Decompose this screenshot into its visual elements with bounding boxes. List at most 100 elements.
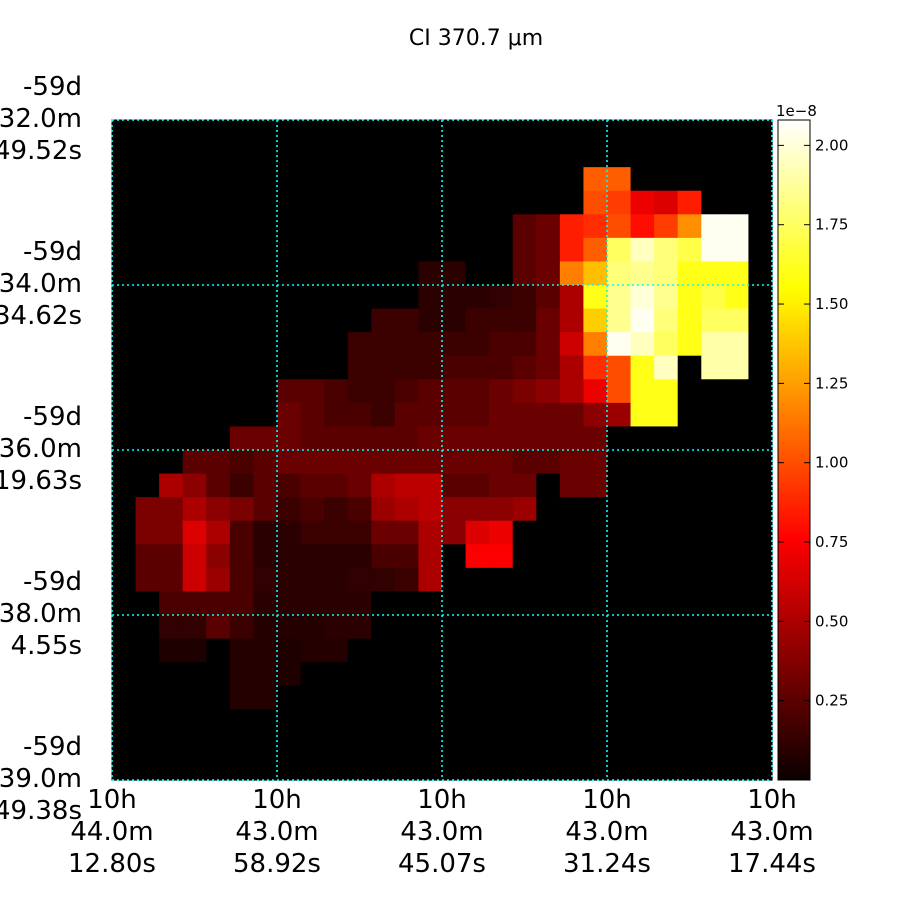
heatmap-cell bbox=[229, 402, 255, 428]
heatmap-cell bbox=[677, 520, 702, 545]
heatmap-cell bbox=[630, 355, 655, 380]
heatmap-cell bbox=[559, 756, 585, 781]
heatmap-cell bbox=[253, 544, 278, 569]
heatmap-cell bbox=[630, 379, 655, 404]
heatmap-cell bbox=[182, 285, 207, 310]
heatmap-cell bbox=[300, 567, 325, 593]
heatmap-cell bbox=[277, 732, 302, 758]
heatmap-cell bbox=[512, 214, 537, 239]
heatmap-cell bbox=[112, 261, 137, 286]
heatmap-cell bbox=[583, 190, 608, 215]
heatmap-cell bbox=[206, 308, 231, 333]
heatmap-cell bbox=[677, 190, 702, 215]
heatmap-cell bbox=[300, 308, 325, 333]
heatmap-cell bbox=[347, 685, 372, 710]
heatmap-cell bbox=[324, 709, 349, 734]
heatmap-cell bbox=[159, 190, 184, 215]
heatmap-cell bbox=[324, 473, 349, 498]
heatmap-cell bbox=[701, 167, 726, 192]
heatmap-cell bbox=[300, 450, 325, 475]
heatmap-cell bbox=[465, 567, 490, 593]
heatmap-cell bbox=[112, 709, 137, 734]
heatmap-cell bbox=[701, 308, 726, 333]
heatmap-cell bbox=[630, 497, 655, 522]
heatmap-cell bbox=[442, 143, 467, 168]
heatmap-cell bbox=[607, 756, 632, 781]
heatmap-cell bbox=[677, 638, 702, 663]
heatmap-cell bbox=[442, 473, 467, 498]
heatmap-cell bbox=[347, 544, 372, 569]
heatmap-cell bbox=[418, 756, 443, 781]
heatmap-cell bbox=[512, 426, 537, 451]
heatmap-cell bbox=[677, 756, 702, 781]
heatmap-cell bbox=[324, 308, 349, 333]
heatmap-cell bbox=[182, 261, 207, 286]
heatmap-cell bbox=[418, 402, 443, 428]
heatmap-cell bbox=[277, 450, 302, 475]
heatmap-cell bbox=[112, 520, 137, 545]
heatmap-cell bbox=[347, 662, 372, 687]
heatmap-cell bbox=[182, 709, 207, 734]
heatmap-cell bbox=[748, 190, 773, 215]
heatmap-cell bbox=[182, 237, 207, 263]
heatmap-cell bbox=[654, 497, 679, 522]
heatmap-cell bbox=[182, 567, 207, 593]
heatmap-cell bbox=[300, 167, 325, 192]
heatmap-cell bbox=[512, 402, 537, 428]
heatmap-cell bbox=[159, 615, 184, 640]
heatmap-cell bbox=[206, 237, 231, 263]
heatmap-cell bbox=[724, 426, 750, 451]
heatmap-cell bbox=[512, 237, 537, 263]
heatmap-cell bbox=[300, 332, 325, 357]
heatmap-cell bbox=[489, 237, 514, 263]
heatmap-cell bbox=[512, 615, 537, 640]
heatmap-cell bbox=[394, 308, 420, 333]
heatmap-cell bbox=[182, 638, 207, 663]
heatmap-cell bbox=[607, 214, 632, 239]
heatmap-cell bbox=[559, 355, 585, 380]
heatmap-cell bbox=[182, 379, 207, 404]
heatmap-cell bbox=[701, 379, 726, 404]
heatmap-cell bbox=[654, 143, 679, 168]
heatmap-cell bbox=[654, 662, 679, 687]
heatmap-cell bbox=[159, 308, 184, 333]
heatmap-cell bbox=[324, 732, 349, 758]
heatmap-cell bbox=[135, 308, 160, 333]
heatmap-cell bbox=[112, 285, 137, 310]
heatmap-cell bbox=[536, 167, 561, 192]
heatmap-cell bbox=[583, 544, 608, 569]
heatmap-cell bbox=[630, 120, 655, 145]
heatmap-cell bbox=[418, 261, 443, 286]
heatmap-cell bbox=[135, 426, 160, 451]
heatmap-cell bbox=[489, 261, 514, 286]
heatmap-cell bbox=[418, 120, 443, 145]
heatmap-cell bbox=[465, 402, 490, 428]
heatmap-cell bbox=[536, 662, 561, 687]
heatmap-cell bbox=[724, 756, 750, 781]
heatmap-cell bbox=[229, 450, 255, 475]
heatmap-cell bbox=[701, 332, 726, 357]
heatmap-cell bbox=[206, 426, 231, 451]
heatmap-cell bbox=[394, 120, 420, 145]
heatmap-cell bbox=[489, 426, 514, 451]
heatmap-cell bbox=[206, 285, 231, 310]
heatmap-cell bbox=[536, 591, 561, 616]
heatmap-cell bbox=[724, 497, 750, 522]
colorbar-tick-label: 1.75 bbox=[815, 216, 848, 234]
heatmap-cell bbox=[748, 520, 773, 545]
heatmap-cell bbox=[677, 473, 702, 498]
heatmap-cell bbox=[536, 355, 561, 380]
heatmap-cell bbox=[559, 685, 585, 710]
heatmap-cell bbox=[465, 756, 490, 781]
heatmap-cell bbox=[300, 638, 325, 663]
heatmap-cell bbox=[559, 143, 585, 168]
heatmap-cell bbox=[536, 497, 561, 522]
heatmap-cell bbox=[324, 402, 349, 428]
heatmap-cell bbox=[724, 709, 750, 734]
heatmap-cell bbox=[394, 285, 420, 310]
heatmap-cell bbox=[159, 355, 184, 380]
heatmap-cell bbox=[418, 450, 443, 475]
heatmap-cell bbox=[583, 473, 608, 498]
heatmap-cell bbox=[112, 638, 137, 663]
heatmap-cell bbox=[465, 450, 490, 475]
